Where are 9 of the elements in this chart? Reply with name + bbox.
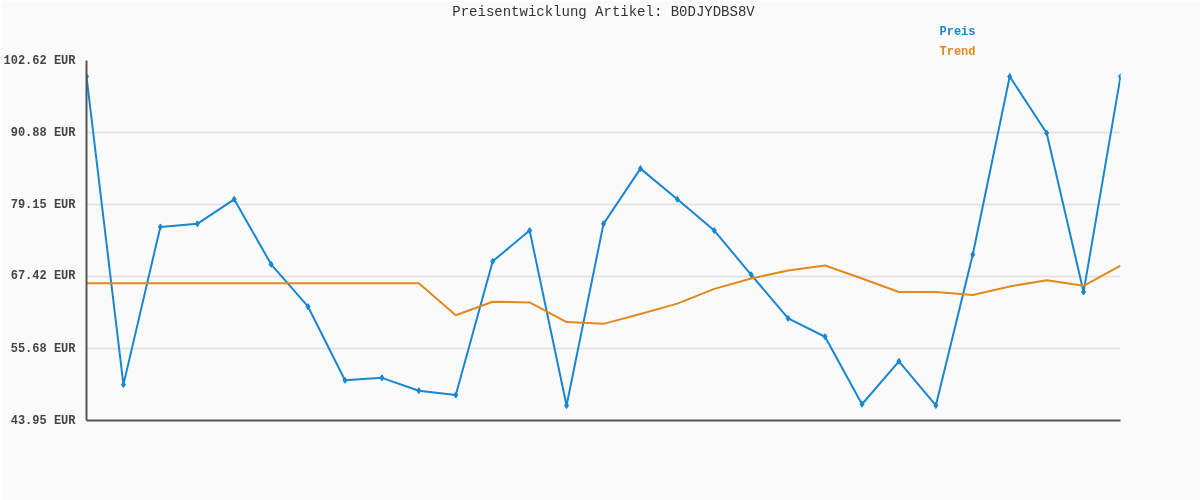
y-tick-label: 67.42 EUR	[10, 269, 77, 284]
chart-title: Preisentwicklung Artikel: B0DJYDBS8V	[452, 3, 756, 20]
y-tick-label: 102.62 EUR	[3, 53, 77, 68]
text: Preis	[939, 24, 976, 39]
y-tick-label: 43.95 EUR	[10, 413, 77, 428]
y-tick-label: 90.88 EUR	[10, 125, 77, 140]
y-tick-label: 79.15 EUR	[10, 197, 77, 212]
y-tick-label: 55.68 EUR	[10, 341, 77, 356]
text: Trend	[939, 44, 976, 59]
